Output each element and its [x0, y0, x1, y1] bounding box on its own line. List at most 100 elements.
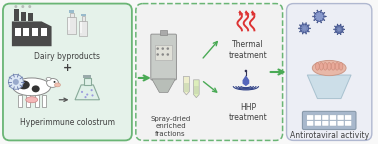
Text: Spray-dried
enriched
fractions: Spray-dried enriched fractions — [150, 116, 191, 137]
Polygon shape — [194, 80, 199, 98]
Ellipse shape — [54, 83, 60, 87]
FancyBboxPatch shape — [345, 121, 352, 126]
Bar — [80, 22, 82, 33]
Ellipse shape — [316, 62, 319, 70]
Circle shape — [324, 12, 325, 14]
Bar — [155, 45, 172, 60]
Ellipse shape — [46, 78, 59, 87]
Bar — [70, 13, 74, 17]
FancyBboxPatch shape — [337, 115, 344, 120]
FancyBboxPatch shape — [151, 34, 177, 80]
Text: Dairy byproducts: Dairy byproducts — [34, 52, 101, 61]
Text: Hyperimmune colostrum: Hyperimmune colostrum — [20, 118, 115, 127]
Circle shape — [325, 16, 326, 17]
Circle shape — [84, 96, 87, 98]
Bar — [32, 28, 38, 36]
Bar — [21, 12, 26, 21]
Polygon shape — [184, 83, 189, 92]
Circle shape — [335, 25, 343, 33]
FancyBboxPatch shape — [302, 111, 356, 129]
Circle shape — [86, 93, 88, 96]
Circle shape — [342, 26, 344, 27]
Circle shape — [337, 28, 341, 31]
Circle shape — [340, 24, 341, 25]
Circle shape — [305, 33, 307, 34]
Circle shape — [300, 24, 309, 33]
Bar — [160, 30, 167, 35]
Bar — [23, 28, 29, 36]
Circle shape — [167, 47, 169, 50]
Ellipse shape — [331, 62, 335, 70]
Ellipse shape — [335, 62, 339, 70]
FancyBboxPatch shape — [3, 4, 132, 140]
Circle shape — [316, 10, 318, 11]
Circle shape — [28, 5, 31, 8]
Polygon shape — [183, 76, 189, 95]
Polygon shape — [67, 17, 76, 34]
Circle shape — [324, 19, 325, 21]
Bar — [14, 8, 19, 21]
FancyBboxPatch shape — [307, 121, 314, 126]
Circle shape — [308, 24, 310, 26]
Circle shape — [337, 34, 338, 35]
Circle shape — [54, 81, 56, 83]
Circle shape — [313, 19, 315, 21]
Bar — [70, 10, 74, 13]
Circle shape — [21, 5, 24, 8]
Circle shape — [156, 53, 159, 56]
Text: Thermal
treatment: Thermal treatment — [229, 40, 267, 60]
Circle shape — [245, 70, 247, 72]
Circle shape — [81, 91, 83, 93]
Circle shape — [156, 47, 159, 50]
Circle shape — [91, 89, 93, 91]
Circle shape — [305, 22, 307, 24]
Circle shape — [299, 24, 301, 26]
Bar — [28, 14, 33, 21]
FancyBboxPatch shape — [330, 121, 336, 126]
Polygon shape — [12, 21, 51, 46]
Circle shape — [13, 79, 19, 85]
Circle shape — [313, 12, 315, 14]
FancyBboxPatch shape — [307, 115, 314, 120]
Bar — [42, 95, 46, 107]
FancyBboxPatch shape — [314, 121, 321, 126]
Circle shape — [308, 31, 310, 32]
Ellipse shape — [32, 85, 40, 92]
Text: +: + — [63, 63, 72, 73]
FancyBboxPatch shape — [322, 121, 329, 126]
Circle shape — [333, 29, 335, 30]
Circle shape — [314, 12, 324, 21]
Circle shape — [344, 29, 345, 30]
FancyBboxPatch shape — [337, 121, 344, 126]
Bar — [41, 28, 46, 36]
Circle shape — [161, 53, 164, 56]
Ellipse shape — [319, 62, 323, 70]
Circle shape — [316, 22, 318, 23]
Ellipse shape — [323, 62, 327, 70]
Circle shape — [342, 32, 344, 33]
Polygon shape — [84, 78, 91, 85]
Ellipse shape — [46, 77, 51, 80]
Circle shape — [302, 22, 304, 24]
Ellipse shape — [18, 80, 30, 89]
Circle shape — [309, 28, 311, 29]
FancyBboxPatch shape — [287, 4, 372, 140]
Circle shape — [340, 34, 341, 35]
Polygon shape — [307, 75, 351, 99]
Bar — [83, 75, 91, 78]
Text: HHP
treatment: HHP treatment — [229, 103, 267, 122]
Polygon shape — [152, 79, 175, 92]
Circle shape — [321, 22, 322, 23]
FancyBboxPatch shape — [314, 115, 321, 120]
Bar — [15, 28, 21, 36]
Bar — [68, 18, 70, 30]
Circle shape — [8, 74, 23, 89]
Circle shape — [161, 47, 164, 50]
Text: Antirotaviral activity: Antirotaviral activity — [290, 130, 369, 140]
FancyBboxPatch shape — [322, 115, 329, 120]
Bar — [18, 95, 22, 107]
Circle shape — [91, 94, 93, 96]
Ellipse shape — [13, 78, 51, 96]
Ellipse shape — [339, 62, 343, 70]
Polygon shape — [194, 86, 199, 94]
